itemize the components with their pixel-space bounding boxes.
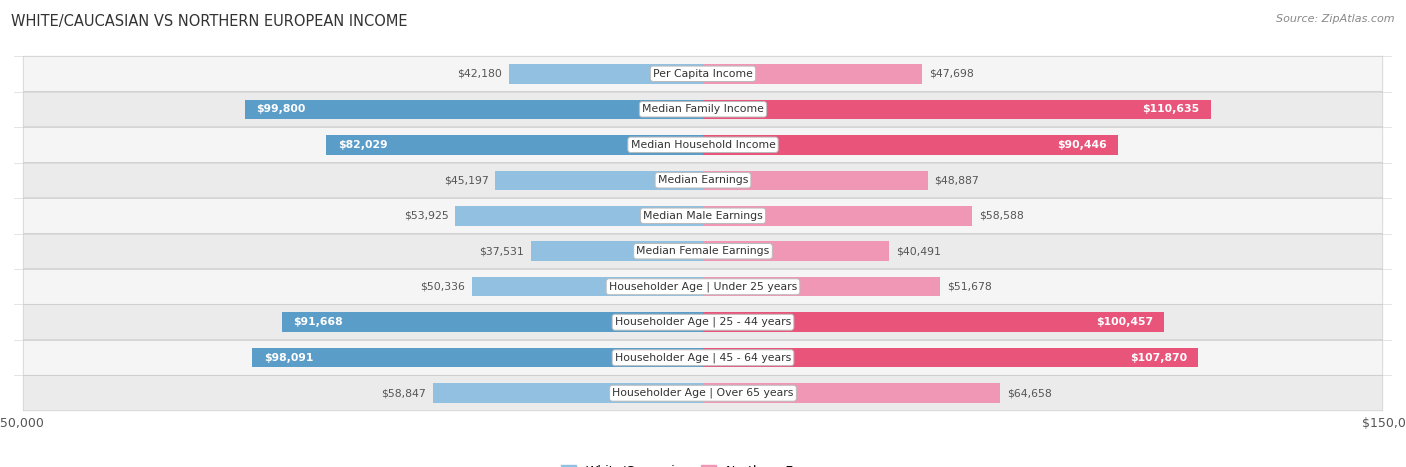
Text: Householder Age | 45 - 64 years: Householder Age | 45 - 64 years (614, 353, 792, 363)
Text: Source: ZipAtlas.com: Source: ZipAtlas.com (1277, 14, 1395, 24)
FancyBboxPatch shape (24, 163, 1382, 198)
Bar (703, 348, 1198, 368)
Bar (245, 99, 703, 119)
FancyBboxPatch shape (24, 92, 1382, 127)
Bar (456, 206, 703, 226)
Legend: White/Caucasian, Northern European: White/Caucasian, Northern European (555, 460, 851, 467)
Text: $100,457: $100,457 (1095, 317, 1153, 327)
Text: $51,678: $51,678 (948, 282, 993, 292)
Text: Householder Age | Under 25 years: Householder Age | Under 25 years (609, 282, 797, 292)
Text: Median Earnings: Median Earnings (658, 175, 748, 185)
Bar (703, 383, 1000, 403)
Text: WHITE/CAUCASIAN VS NORTHERN EUROPEAN INCOME: WHITE/CAUCASIAN VS NORTHERN EUROPEAN INC… (11, 14, 408, 29)
Text: $58,847: $58,847 (381, 388, 426, 398)
FancyBboxPatch shape (24, 269, 1382, 304)
Text: $64,658: $64,658 (1007, 388, 1052, 398)
Text: $40,491: $40,491 (896, 246, 941, 256)
Bar (530, 241, 703, 261)
Bar (703, 312, 1164, 332)
Bar (703, 64, 922, 84)
Text: $47,698: $47,698 (929, 69, 974, 79)
Text: $90,446: $90,446 (1057, 140, 1107, 150)
Bar (472, 277, 703, 297)
FancyBboxPatch shape (24, 340, 1382, 375)
Bar (433, 383, 703, 403)
Text: Per Capita Income: Per Capita Income (652, 69, 754, 79)
Text: $53,925: $53,925 (404, 211, 449, 221)
FancyBboxPatch shape (24, 127, 1382, 163)
Bar (703, 135, 1118, 155)
Bar (495, 170, 703, 190)
FancyBboxPatch shape (24, 198, 1382, 234)
Bar (253, 348, 703, 368)
FancyBboxPatch shape (24, 234, 1382, 269)
Bar (283, 312, 703, 332)
Text: $58,588: $58,588 (979, 211, 1024, 221)
Text: $37,531: $37,531 (479, 246, 523, 256)
Text: $48,887: $48,887 (935, 175, 979, 185)
Text: Householder Age | 25 - 44 years: Householder Age | 25 - 44 years (614, 317, 792, 327)
Text: $107,870: $107,870 (1130, 353, 1187, 363)
Text: Householder Age | Over 65 years: Householder Age | Over 65 years (612, 388, 794, 398)
Bar (509, 64, 703, 84)
Text: $110,635: $110,635 (1143, 104, 1199, 114)
Text: Median Household Income: Median Household Income (630, 140, 776, 150)
Text: Median Male Earnings: Median Male Earnings (643, 211, 763, 221)
Text: Median Female Earnings: Median Female Earnings (637, 246, 769, 256)
FancyBboxPatch shape (24, 375, 1382, 411)
Text: $99,800: $99,800 (256, 104, 305, 114)
FancyBboxPatch shape (24, 304, 1382, 340)
Text: $91,668: $91,668 (294, 317, 343, 327)
Text: $98,091: $98,091 (264, 353, 314, 363)
Bar (703, 170, 928, 190)
FancyBboxPatch shape (24, 56, 1382, 92)
Text: $82,029: $82,029 (337, 140, 388, 150)
Text: $42,180: $42,180 (457, 69, 502, 79)
Bar (703, 277, 941, 297)
Bar (703, 241, 889, 261)
Bar (703, 206, 972, 226)
Text: Median Family Income: Median Family Income (643, 104, 763, 114)
Bar (326, 135, 703, 155)
Text: $50,336: $50,336 (420, 282, 465, 292)
Text: $45,197: $45,197 (444, 175, 488, 185)
Bar (703, 99, 1211, 119)
